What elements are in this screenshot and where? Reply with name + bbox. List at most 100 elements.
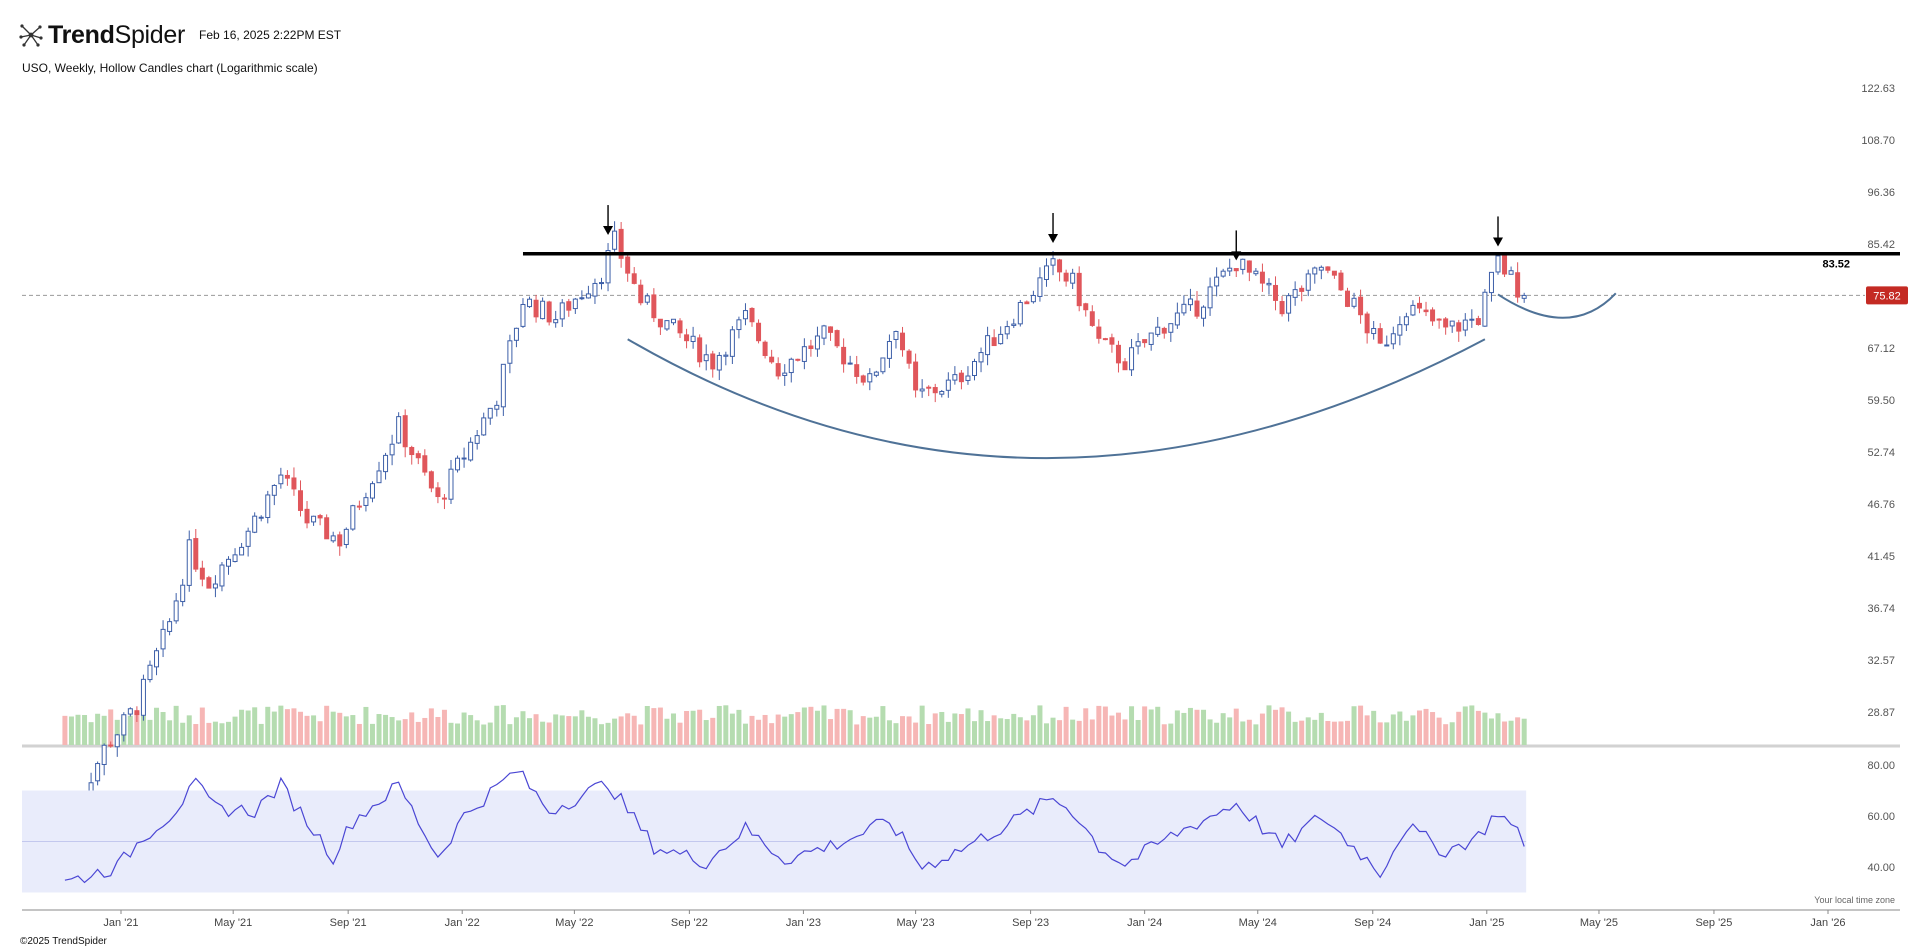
volume-bar [1475,710,1481,745]
volume-bar [939,711,945,745]
volume-bar [1318,712,1324,745]
volume-bar [1240,721,1246,745]
candle-body [553,319,559,324]
candle-body [1508,270,1514,275]
candle-body [605,250,611,284]
candle-body [199,567,205,580]
volume-bar [1096,705,1102,745]
candle-body [939,390,945,395]
volume-bar [801,707,807,745]
x-tick-label: May '25 [1580,917,1618,929]
candle-body [140,678,146,716]
volume-bar [716,705,722,745]
volume-bar [1430,712,1436,745]
volume-bar [108,709,114,745]
volume-bar [1462,706,1468,745]
candle-body [1279,301,1285,315]
volume-bar [605,722,611,745]
x-tick-label: Jan '22 [445,917,480,929]
candle-body [1273,284,1279,301]
candle-body [1397,324,1403,336]
volume-bar [265,706,271,745]
volume-bar [1331,721,1337,745]
volume-bar [1148,709,1154,745]
volume-bar [1286,711,1292,745]
volume-bar [1181,712,1187,745]
candle-body [1318,266,1324,271]
y-tick-label: 46.76 [1867,499,1895,511]
volume-bar [873,716,879,745]
candle-body [1115,344,1121,364]
timestamp: Feb 16, 2025 2:22PM EST [199,28,342,42]
candle-body [821,325,827,339]
candle-body [880,357,886,373]
volume-bar [638,724,644,745]
candle-body [1416,302,1422,309]
candle-body [985,335,991,356]
volume-bar [1482,712,1488,745]
volume-bar [657,707,663,745]
candle-body [1456,322,1462,332]
candle-body [814,335,820,350]
candle-body [232,554,238,563]
volume-bar [219,723,225,745]
volume-bar [1377,722,1383,745]
candle-body [435,487,441,498]
candle-body [1403,316,1409,326]
candle-body [422,455,428,473]
volume-bar [540,721,546,745]
volume-bar [769,723,775,745]
candle-body [1057,259,1063,273]
brand-name: TrendSpider [48,21,185,50]
volume-bar [919,705,925,745]
volume-bar [75,714,81,745]
volume-bar [553,714,559,745]
candle-body [513,327,519,341]
volume-bar [167,720,173,745]
candle-body [847,362,853,365]
volume-bar [1017,717,1023,745]
volume-bar [409,712,415,745]
candle-body [415,453,421,459]
volume-bar [703,720,709,745]
volume-bar [1063,706,1069,745]
candle-body [507,340,513,364]
candle-body [1521,294,1527,299]
volume-bar [625,713,631,745]
volume-bar [271,711,277,745]
y-tick-label: 32.57 [1867,655,1895,667]
candle-body [252,515,258,533]
pattern-arrowhead [1493,237,1504,247]
volume-bar [324,705,330,745]
candle-body [801,346,807,362]
candle-body [265,494,271,518]
volume-bar [749,715,755,745]
candle-body [1364,313,1370,334]
volume-bar [1344,720,1350,745]
y-tick-label: 108.70 [1861,135,1895,147]
candle-body [919,388,925,392]
volume-bar [1109,715,1115,745]
volume-bar [127,715,133,745]
volume-bar [612,718,618,745]
volume-bar [389,717,395,745]
volume-bar [1338,721,1344,745]
candle-body [1220,270,1226,277]
candle-body [389,443,395,456]
volume-bar [1266,705,1272,745]
candle-body [409,446,415,456]
candle-body [1129,347,1135,371]
candle-body [1187,298,1193,306]
volume-bar [998,718,1004,745]
volume-bar [651,708,657,745]
candle-body [291,477,297,490]
volume-bar [1364,715,1370,745]
candle-body [1102,338,1108,341]
volume-bar [415,721,421,745]
candle-body [566,301,572,311]
volume-bar [1416,710,1422,745]
y-tick-label: 36.74 [1867,603,1895,615]
volume-bar [88,722,94,745]
volume-bar [1043,723,1049,745]
